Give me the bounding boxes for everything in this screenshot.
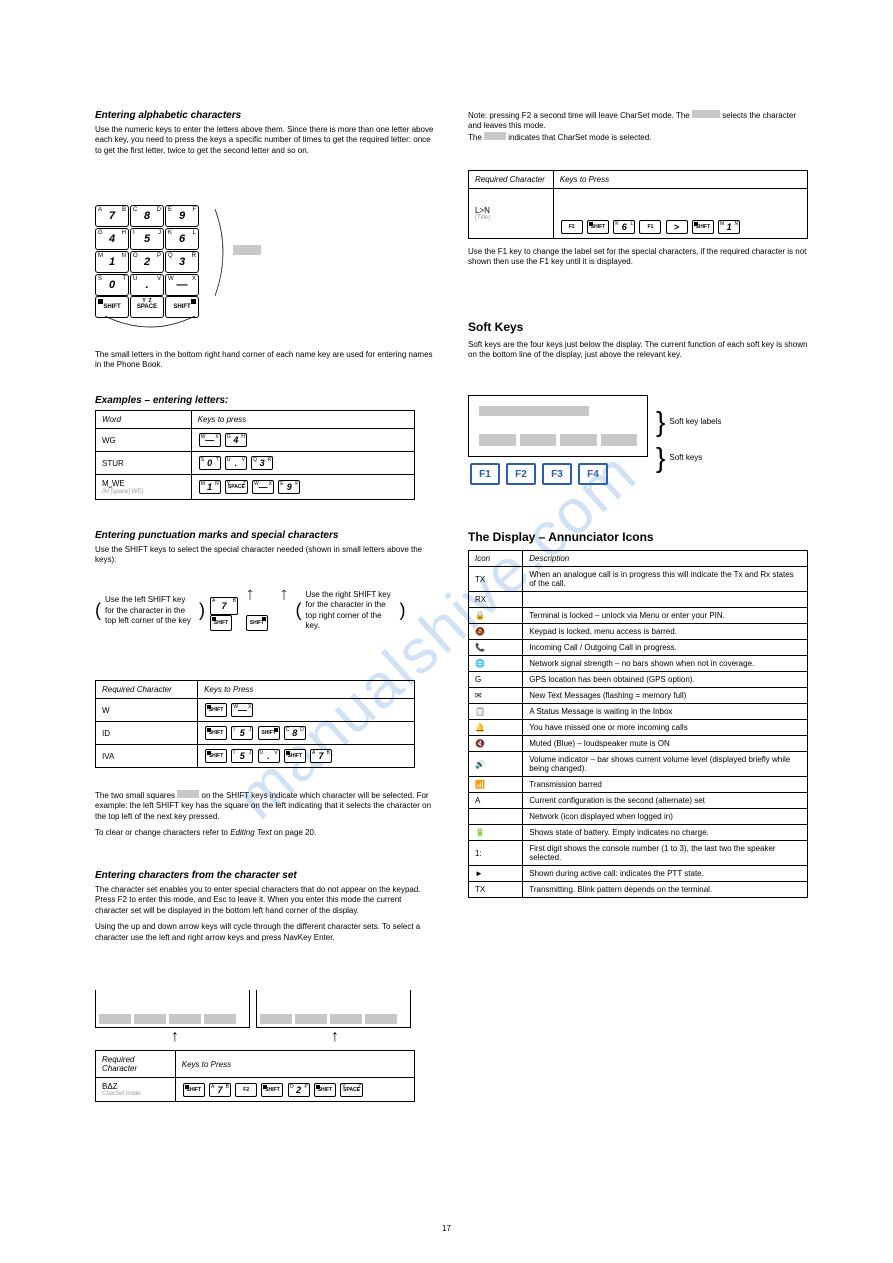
heading-annunciator: The Display – Annunciator Icons [468,530,808,544]
keypad: A7B C8D E9F G4H I5J K6L M1N O2P Q3R S0T … [95,205,205,338]
gray-label [233,245,261,255]
softkey-f4[interactable]: F4 [578,463,608,485]
p-left-1: Use the numeric keys to enter the letter… [95,125,435,156]
p3: Use the SHIFT keys to select the special… [95,545,435,566]
lcd-diagram: F1 F2 F3 F4 [468,395,648,485]
p-right-top: Note: pressing F2 a second time will lea… [468,110,808,143]
p-sk: Soft keys are the four keys just below t… [468,340,808,361]
brace-label-top: Soft key labels [669,417,721,427]
softkey-f3[interactable]: F3 [542,463,572,485]
arrow-up-icon: ↑ [331,1028,339,1046]
arrow-up-icon: ↑ [171,1028,179,1046]
brace-label-bottom: Soft keys [669,453,702,463]
p6: The character set enables you to enter s… [95,885,435,916]
table-charset: Required CharacterKeys to Press BΔZCharS… [95,1050,415,1102]
table-right-top: Required CharacterKeys to Press L>N(Titl… [468,170,808,239]
table-annunciator: IconDescription TXWhen an analogue call … [468,550,808,898]
p4: The two small squares The two small squa… [95,790,435,822]
p3b: Use the right SHIFT key for the characte… [306,590,396,632]
table-letters: WordKeys to press WG W—X G4H STUR S0T U.… [95,410,415,500]
softkey-f1[interactable]: F1 [470,463,500,485]
heading-left-3: Entering punctuation marks and special c… [95,530,435,541]
softkey-f2[interactable]: F2 [506,463,536,485]
page-number: 17 [0,1224,893,1233]
p5: To clear or change characters refer to E… [95,828,435,838]
table-special: Required CharacterKeys to Press W SHIFT … [95,680,415,768]
p-left-2: The small letters in the bottom right ha… [95,350,435,371]
p-after: Use the F1 key to change the label set f… [468,247,808,268]
shift-diagram: A7B SHIFT SHIFT [209,590,292,631]
heading-left-1: Entering alphabetic characters [95,110,435,121]
charset-diagram [95,990,435,1028]
p3a: Use the left SHIFT key for the character… [105,595,195,626]
heading-left-2: Examples – entering letters: [95,395,435,406]
heading-charset: Entering characters from the character s… [95,870,435,881]
p7: Using the up and down arrow keys will cy… [95,922,435,943]
heading-softkeys: Soft Keys [468,320,808,334]
